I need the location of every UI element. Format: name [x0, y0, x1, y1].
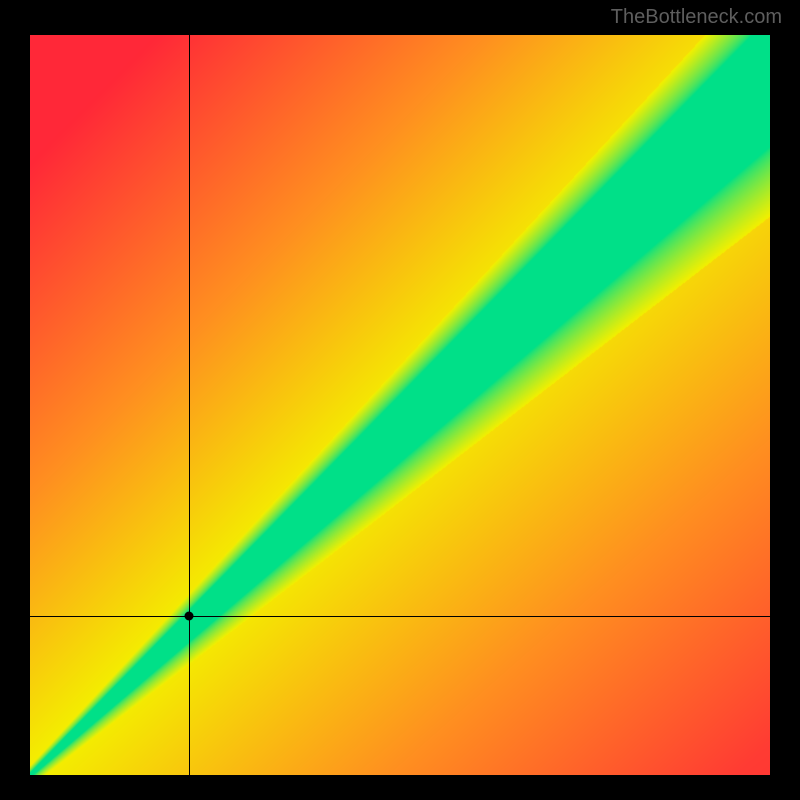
crosshair-horizontal [30, 616, 770, 617]
heatmap-plot [30, 35, 770, 775]
heatmap-canvas [30, 35, 770, 775]
watermark-text: TheBottleneck.com [611, 6, 782, 29]
data-point [185, 611, 194, 620]
crosshair-vertical [189, 35, 190, 775]
